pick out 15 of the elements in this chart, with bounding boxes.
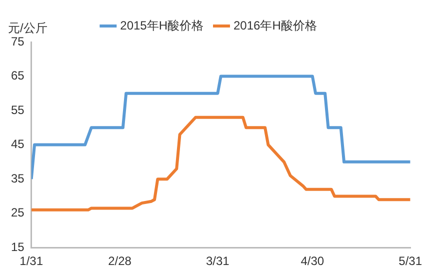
y-tick-label: 75 [10,34,25,48]
y-tick-label: 25 [10,206,25,220]
y-tick-label: 65 [10,68,25,83]
x-tick-label: 3/31 [206,254,230,268]
x-tick-label: 1/31 [20,254,44,268]
y-tick-label: 55 [10,102,25,117]
x-tick-label: 2/28 [108,254,132,268]
y-tick-label: 45 [10,137,25,152]
legend-label: 2015年H酸价格 [120,18,204,32]
x-tick-label: 5/31 [398,254,422,268]
y-tick-label: 35 [10,171,25,186]
y-axis-title: 元/公斤 [8,20,48,37]
y-tick-label: 15 [10,240,25,254]
x-tick-label: 4/30 [300,254,324,268]
legend-label: 2016年H酸价格 [234,18,317,32]
